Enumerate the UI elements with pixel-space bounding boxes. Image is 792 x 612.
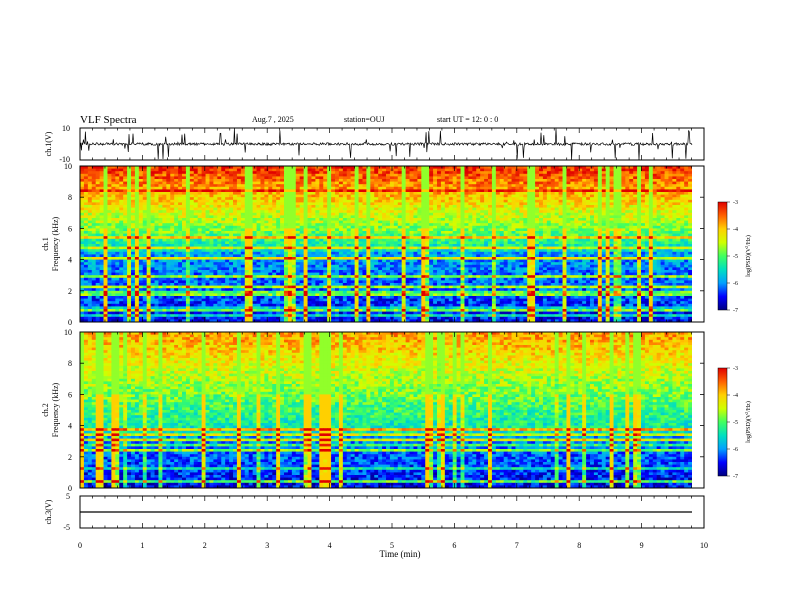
ch1-freq-label-channel: ch.1 xyxy=(41,237,50,251)
x-tick-label: 4 xyxy=(328,541,332,550)
ch1-freq-label-axis: Frequency (kHz) xyxy=(51,216,60,271)
x-tick-label: 1 xyxy=(140,541,144,550)
station-label: station=OUJ xyxy=(344,115,385,124)
ch1-ytick-top: 10 xyxy=(62,124,70,133)
freq-tick-label: 2 xyxy=(68,453,72,462)
ch1-colorbar: -3 -4 -5 -6 -7 log(PSD)(V2/Hz) xyxy=(717,200,753,314)
freq-tick-label: 2 xyxy=(68,287,72,296)
ch2-colorbar-label: log(PSD)(V2/Hz) xyxy=(744,401,753,443)
colorbar-tick-label: -6 xyxy=(733,447,738,453)
x-tick-label: 2 xyxy=(203,541,207,550)
start-time-label: start UT = 12: 0 : 0 xyxy=(437,115,498,124)
x-tick-label: 7 xyxy=(515,541,519,550)
ch2-spectrogram-panel: 0 2 4 6 8 10 ch.2 Frequency (kHz) -3 -4 -5 -6 -7 … xyxy=(41,328,752,493)
colorbar-tick-label: -6 xyxy=(733,281,738,287)
x-axis-tick-labels: 0 1 2 3 4 5 6 7 8 9 10 xyxy=(78,541,708,550)
ch1-spectrogram-panel: 0 2 4 6 8 10 ch.1 Frequency (kHz) -3 -4 -5 -6 -7 … xyxy=(41,162,752,327)
ch3-waveform-panel: 5 -5 ch.3(V) xyxy=(44,492,705,532)
colorbar-tick-label: -7 xyxy=(733,308,738,314)
x-tick-label: 6 xyxy=(452,541,456,550)
freq-tick-label: 6 xyxy=(68,224,72,233)
freq-tick-label: 8 xyxy=(68,359,72,368)
ch1-waveform-panel: 10 -10 ch.1(V) xyxy=(44,124,705,164)
colorbar-tick-label: -3 xyxy=(733,200,738,206)
colorbar-tick-label: -7 xyxy=(733,474,738,480)
ch1-ytick-bottom: -10 xyxy=(59,155,70,164)
ch2-freq-label-channel: ch.2 xyxy=(41,403,50,417)
date-label: Aug.7 , 2025 xyxy=(252,115,294,124)
x-tick-label: 8 xyxy=(577,541,581,550)
freq-tick-label: 6 xyxy=(68,390,72,399)
ch1-ylabel: ch.1(V) xyxy=(44,131,53,156)
freq-tick-label: 4 xyxy=(68,256,72,265)
freq-tick-label: 4 xyxy=(68,422,72,431)
ch1-spectrogram-image xyxy=(80,166,704,323)
ch2-colorbar: -3 -4 -5 -6 -7 log(PSD)(V2/Hz) xyxy=(717,366,753,480)
freq-tick-label: 0 xyxy=(68,318,72,327)
x-tick-label: 3 xyxy=(265,541,269,550)
ch3-ytick-top: 5 xyxy=(66,492,70,501)
x-tick-label: 0 xyxy=(78,541,82,550)
ch1-waveform-trace xyxy=(79,128,693,161)
freq-tick-label: 10 xyxy=(64,328,72,337)
colorbar-tick-label: -5 xyxy=(733,254,738,260)
freq-tick-label: 8 xyxy=(68,193,72,202)
ch3-ylabel: ch.3(V) xyxy=(44,499,53,524)
ch3-ytick-bottom: -5 xyxy=(63,523,70,532)
colorbar-tick-label: -4 xyxy=(733,227,738,233)
colorbar-tick-label: -3 xyxy=(733,366,738,372)
x-axis-label: Time (min) xyxy=(380,549,421,559)
x-tick-label: 5 xyxy=(390,541,394,550)
freq-tick-label: 0 xyxy=(68,484,72,493)
colorbar-tick-label: -5 xyxy=(733,420,738,426)
ch2-spectrogram-image xyxy=(80,332,704,489)
freq-tick-label: 10 xyxy=(64,162,72,171)
x-tick-label: 9 xyxy=(640,541,644,550)
x-tick-label: 10 xyxy=(700,541,708,550)
ch2-freq-label-axis: Frequency (kHz) xyxy=(51,382,60,437)
figure-title: VLF Spectra xyxy=(80,114,137,126)
colorbar-tick-label: -4 xyxy=(733,393,738,399)
ch1-colorbar-label: log(PSD)(V2/Hz) xyxy=(744,235,753,277)
